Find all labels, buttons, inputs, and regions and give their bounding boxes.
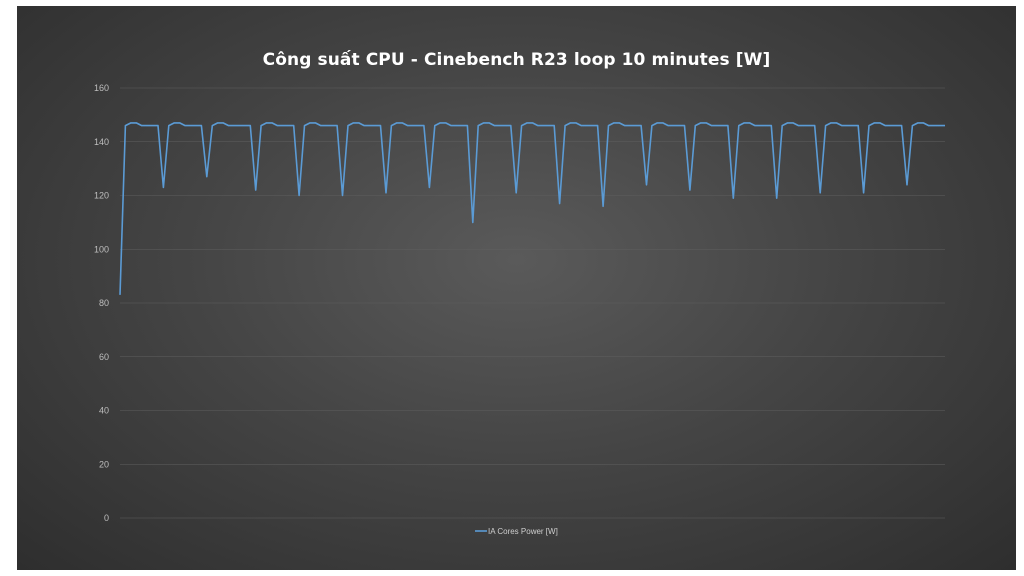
y-tick-label: 60 (99, 352, 109, 362)
y-tick-label: 100 (94, 244, 109, 254)
y-tick-label: 120 (94, 191, 109, 201)
series-layer (119, 122, 945, 295)
y-tick-label: 80 (99, 298, 109, 308)
y-tick-label: 40 (99, 406, 109, 416)
legend: IA Cores Power [W] (475, 527, 558, 536)
series-line-0 (119, 122, 945, 295)
legend-label: IA Cores Power [W] (488, 527, 558, 536)
chart-frame: Công suất CPU - Cinebench R23 loop 10 mi… (17, 6, 1016, 570)
y-axis-ticks: 0 20 40 60 80 100 120 140 160 (94, 83, 109, 523)
grid-layer (120, 87, 945, 519)
y-tick-label: 0 (104, 513, 109, 523)
y-tick-label: 160 (94, 83, 109, 93)
y-tick-label: 20 (99, 459, 109, 469)
y-tick-label: 140 (94, 137, 109, 147)
plot-area: 0 20 40 60 80 100 120 140 160 IA Cores Power [W] (94, 83, 945, 536)
chart-title: Công suất CPU - Cinebench R23 loop 10 mi… (262, 50, 771, 70)
